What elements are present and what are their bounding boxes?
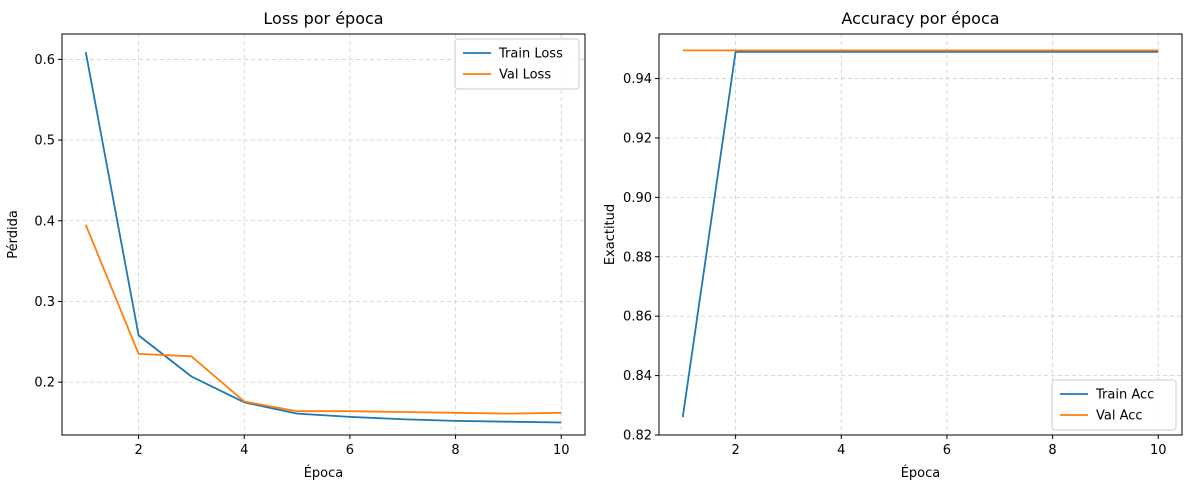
loss-chart-series-val-line [84,224,562,415]
loss-chart-lines [84,51,562,424]
loss-chart-xtick-label: 6 [346,443,354,458]
loss-chart-xtick-label: 10 [553,443,570,458]
accuracy-chart-ytick-label: 0.94 [623,72,652,87]
accuracy-chart: Accuracy por época Época Exactitud 2 4 6 8 1… [603,9,1183,481]
accuracy-chart-xtick-label: 8 [1048,443,1056,458]
accuracy-chart-title: Accuracy por época [841,9,999,28]
accuracy-chart-xtick-label: 4 [837,443,845,458]
loss-chart-ytick-label: 0.5 [34,134,55,149]
loss-chart-legend-box [454,38,580,90]
loss-chart-grid [62,34,585,435]
loss-chart-series-train-line [84,51,562,424]
accuracy-chart-lines [681,49,1159,418]
loss-chart-ytick-label: 0.2 [34,376,55,391]
loss-chart-xtick-label: 8 [451,443,459,458]
accuracy-chart-ytick-label: 0.86 [623,310,652,325]
accuracy-chart-xtick-label: 6 [943,443,951,458]
accuracy-chart-xtick-label: 10 [1150,443,1167,458]
loss-chart-legend: Train Loss Val Loss [454,38,580,90]
accuracy-chart-frame [658,33,1183,436]
loss-chart-legend-label: Train Loss [498,47,563,62]
accuracy-chart-legend: Train Acc Val Acc [1051,379,1177,431]
loss-chart-title: Loss por época [263,9,383,28]
accuracy-chart-ticks: 2 4 6 8 10 0.82 0.84 0.86 0.88 0.90 0.92 0.94 [623,72,1166,458]
accuracy-chart-ytick-label: 0.88 [623,250,652,265]
loss-chart: Loss por época Época Pérdida 2 4 6 8 10 0.2 0.… [6,9,586,481]
accuracy-chart-ylabel: Exactitud [603,204,618,265]
accuracy-chart-legend-box [1051,379,1177,431]
loss-chart-xlabel: Época [304,465,344,481]
accuracy-chart-ytick-label: 0.82 [623,429,652,444]
loss-chart-ylabel: Pérdida [6,210,21,259]
loss-chart-ytick-label: 0.4 [34,214,55,229]
loss-chart-legend-label: Val Loss [499,68,551,83]
loss-chart-frame [61,33,586,436]
loss-chart-ytick-label: 0.3 [34,295,55,310]
loss-chart-xtick-label: 2 [134,443,142,458]
accuracy-chart-ytick-label: 0.84 [623,369,652,384]
accuracy-chart-xlabel: Época [901,465,941,481]
accuracy-chart-grid [659,34,1182,436]
accuracy-chart-series-train-line [681,50,1159,418]
accuracy-chart-legend-label: Train Acc [1095,388,1154,403]
accuracy-chart-ytick-label: 0.90 [623,191,652,206]
loss-chart-ticks: 2 4 6 8 10 0.2 0.3 0.4 0.5 0.6 [34,53,569,458]
accuracy-chart-ytick-label: 0.92 [623,131,652,146]
loss-chart-ytick-label: 0.6 [34,53,55,68]
accuracy-chart-legend-label: Val Acc [1096,409,1143,424]
loss-chart-xtick-label: 4 [240,443,248,458]
accuracy-chart-xtick-label: 2 [731,443,739,458]
